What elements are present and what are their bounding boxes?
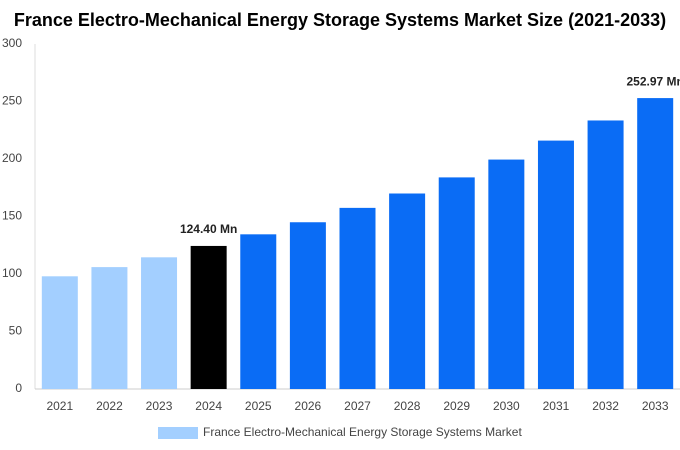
bar (339, 207, 376, 389)
bar (240, 234, 277, 389)
bar (91, 267, 128, 389)
y-tick-label: 250 (2, 94, 22, 108)
y-tick-label: 0 (15, 381, 22, 395)
x-tick-label: 2030 (493, 399, 520, 413)
y-tick-label: 50 (9, 324, 23, 338)
value-label: 124.40 Mn (180, 222, 237, 236)
x-tick-label: 2024 (195, 399, 222, 413)
x-tick-label: 2021 (46, 399, 73, 413)
bar (141, 257, 178, 389)
y-tick-label: 100 (2, 266, 22, 280)
bar (537, 140, 574, 389)
legend-label: France Electro-Mechanical Energy Storage… (203, 425, 522, 439)
bar (637, 98, 674, 389)
value-label: 252.97 Mn (627, 74, 680, 88)
bar (389, 193, 426, 389)
bar (488, 159, 525, 389)
bar (438, 177, 475, 389)
legend-swatch (158, 427, 198, 439)
x-tick-label: 2023 (146, 399, 173, 413)
x-tick-label: 2022 (96, 399, 123, 413)
x-tick-label: 2033 (642, 399, 669, 413)
x-tick-label: 2032 (592, 399, 619, 413)
bar (587, 120, 624, 389)
y-tick-label: 200 (2, 151, 22, 165)
y-tick-label: 300 (2, 36, 22, 50)
y-tick-label: 150 (2, 209, 22, 223)
x-tick-label: 2027 (344, 399, 371, 413)
bar (190, 245, 227, 389)
x-tick-label: 2025 (245, 399, 272, 413)
x-tick-label: 2026 (295, 399, 322, 413)
bar (289, 222, 326, 389)
bar (41, 276, 78, 389)
x-tick-label: 2028 (394, 399, 421, 413)
x-tick-label: 2029 (443, 399, 470, 413)
x-tick-label: 2031 (543, 399, 570, 413)
chart-title: France Electro-Mechanical Energy Storage… (14, 10, 666, 30)
